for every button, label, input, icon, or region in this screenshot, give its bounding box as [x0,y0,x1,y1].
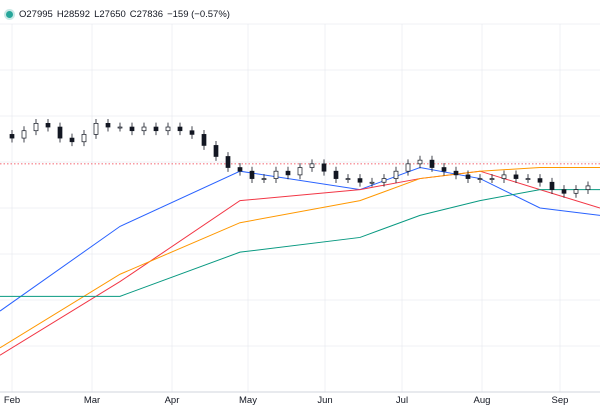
candle-body [105,123,111,128]
candle-body [189,130,195,135]
candle-body [525,178,531,180]
candle-body [549,181,555,190]
candle-body [141,126,147,132]
candle-body [153,126,159,132]
candle-body [453,170,459,176]
candle-body [585,185,591,190]
candle-body [537,178,543,183]
candle-body [417,159,423,165]
candle-body [405,163,411,172]
candle-body [309,163,315,168]
ma100-line [0,167,600,349]
candle-body [285,170,291,176]
x-tick-label: Jun [317,395,332,406]
candle-body [321,163,327,172]
candle-body [213,145,219,157]
ma20-line [0,167,600,312]
ohlc-legend: O27995 H28592 L27650 C27836 −159 (−0.57%… [6,6,230,22]
candle-body [465,174,471,179]
candle-body [393,170,399,179]
candle-body [333,170,339,179]
candle-body [561,189,567,194]
ma50-line [0,170,600,356]
x-tick-label: May [239,395,257,406]
candle-body [165,126,171,132]
candle-body [9,134,15,139]
candle-body [273,170,279,179]
candle-body [381,178,387,183]
candle-body [201,134,207,146]
candle-body [513,174,519,179]
candle-body [441,167,447,172]
candle-body [501,174,507,179]
candle-body [249,170,255,179]
candle-body [297,167,303,176]
candle-body [45,123,51,128]
candle-body [117,126,123,129]
candle-body [489,178,495,180]
candle-body [81,134,87,143]
candle-body [129,126,135,132]
legend-change: −159 (−0.57%) [167,8,230,20]
candle-body [21,130,27,139]
x-tick-label: Apr [165,395,180,406]
legend-close: C27836 [129,8,164,20]
candle-body [237,167,243,172]
x-tick-label: Sep [552,395,569,406]
x-tick-label: Jul [396,395,408,406]
candle-body [429,159,435,168]
candle-body [261,178,267,180]
candle-body [57,126,63,139]
candle-body [357,178,363,183]
x-tick-label: Aug [474,395,491,406]
legend-high: H28592 [56,8,91,20]
legend-low: L27650 [94,8,126,20]
candle-body [69,137,75,143]
legend-open: O27995 [19,8,53,20]
ma200-line [0,189,600,297]
candle-body [345,178,351,180]
candle-body [93,123,99,135]
candle-body [33,123,39,132]
ohlc-values: O27995 H28592 L27650 C27836 −159 (−0.57%… [19,9,230,20]
candle-body [573,189,579,194]
x-tick-label: Feb [4,395,20,406]
candle-body [225,156,231,168]
candle-body [369,181,375,184]
status-dot-icon [6,10,13,18]
candle-body [477,178,483,180]
candle-body [177,126,183,132]
x-tick-label: Mar [84,395,100,406]
